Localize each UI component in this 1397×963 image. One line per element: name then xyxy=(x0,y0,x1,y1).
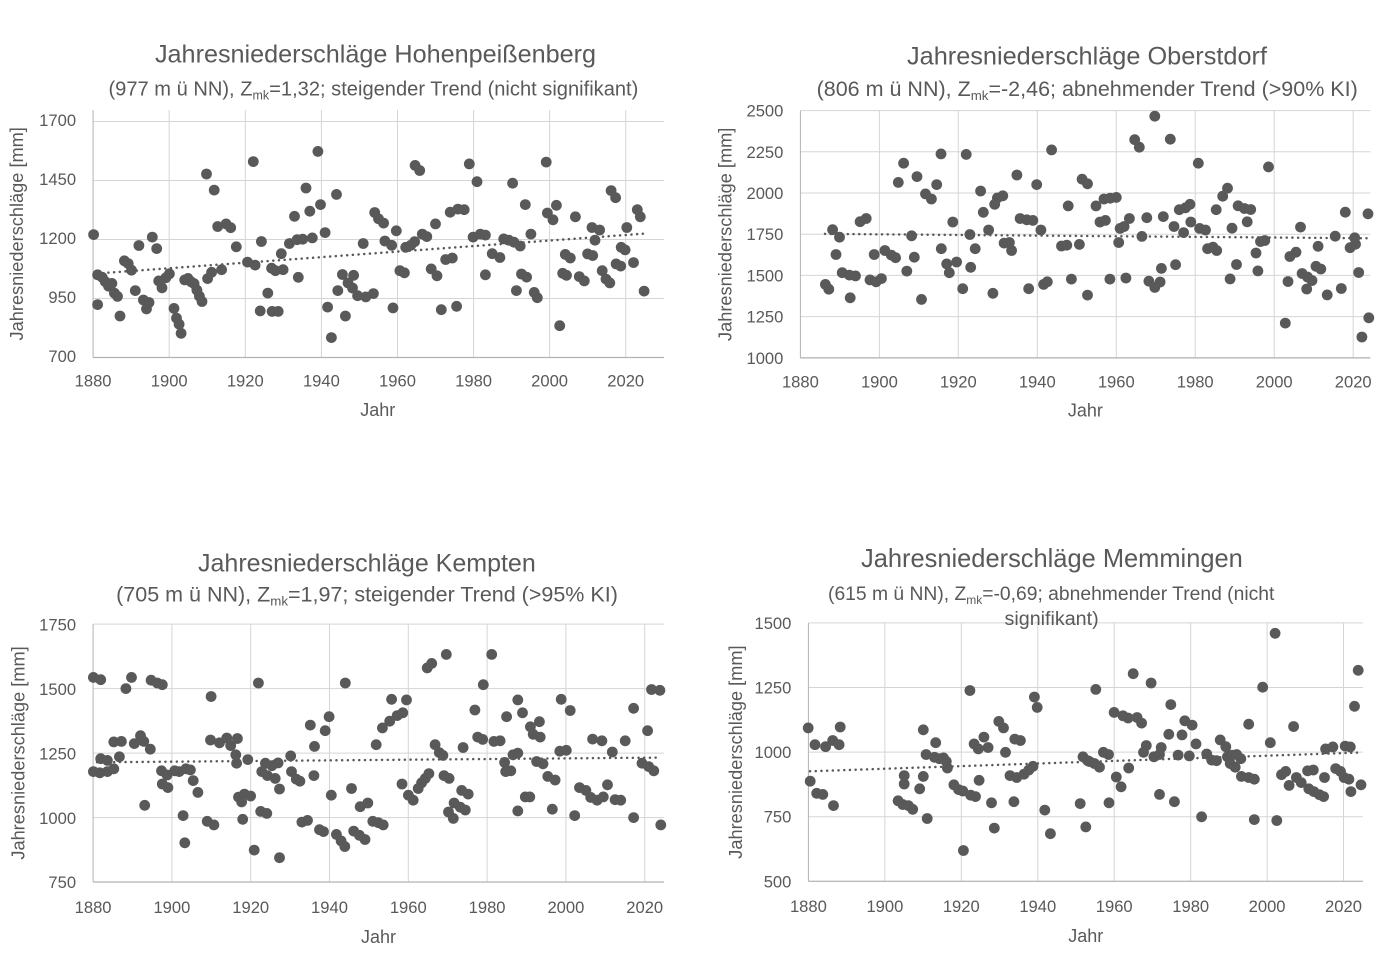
svg-text:2000: 2000 xyxy=(1249,897,1286,916)
svg-text:2250: 2250 xyxy=(746,143,783,162)
svg-text:1000: 1000 xyxy=(746,349,783,368)
svg-text:1920: 1920 xyxy=(943,897,980,916)
svg-text:1940: 1940 xyxy=(311,898,348,917)
svg-text:1900: 1900 xyxy=(153,898,190,917)
svg-text:2020: 2020 xyxy=(607,372,644,391)
svg-text:2000: 2000 xyxy=(1256,372,1293,391)
svg-text:2020: 2020 xyxy=(1325,897,1362,916)
svg-text:1000: 1000 xyxy=(39,809,76,828)
svg-text:signifikant): signifikant) xyxy=(1005,608,1099,630)
svg-text:1940: 1940 xyxy=(303,372,340,391)
svg-text:1980: 1980 xyxy=(1172,897,1209,916)
svg-text:(615 m ü NN), Zmk=-0,69; abneh: (615 m ü NN), Zmk=-0,69; abnehmender Tre… xyxy=(828,584,1275,607)
svg-text:2000: 2000 xyxy=(547,898,584,917)
svg-text:1920: 1920 xyxy=(227,372,264,391)
svg-text:Jahresniederschläge [mm]: Jahresniederschläge [mm] xyxy=(7,127,27,340)
svg-text:1250: 1250 xyxy=(746,308,783,327)
svg-text:1750: 1750 xyxy=(746,225,783,244)
svg-text:2000: 2000 xyxy=(746,184,783,203)
svg-text:Jahr: Jahr xyxy=(1068,401,1103,421)
svg-text:(705 m ü NN), Zmk=1,97; steige: (705 m ü NN), Zmk=1,97; steigender Trend… xyxy=(116,583,618,609)
svg-text:1880: 1880 xyxy=(75,372,112,391)
svg-text:Jahresniederschläge [mm]: Jahresniederschläge [mm] xyxy=(726,645,746,858)
svg-text:1250: 1250 xyxy=(39,744,76,763)
svg-text:700: 700 xyxy=(48,347,76,366)
svg-text:750: 750 xyxy=(48,873,76,892)
svg-text:1960: 1960 xyxy=(1098,372,1135,391)
svg-text:Jahresniederschläge [mm]: Jahresniederschläge [mm] xyxy=(716,128,736,341)
svg-text:Jahresniederschläge Memmingen: Jahresniederschläge Memmingen xyxy=(861,545,1243,573)
svg-text:1500: 1500 xyxy=(746,266,783,285)
svg-text:1960: 1960 xyxy=(1096,897,1133,916)
svg-text:1940: 1940 xyxy=(1019,897,1056,916)
svg-text:(806 m ü NN), Zmk=-2,46; abneh: (806 m ü NN), Zmk=-2,46; abnehmender Tre… xyxy=(817,77,1358,103)
svg-text:(977 m ü NN), Zmk=1,32; steige: (977 m ü NN), Zmk=1,32; steigender Trend… xyxy=(108,78,638,102)
svg-text:1940: 1940 xyxy=(1019,372,1056,391)
svg-text:1880: 1880 xyxy=(75,898,112,917)
svg-text:1880: 1880 xyxy=(790,897,827,916)
svg-text:1450: 1450 xyxy=(39,170,76,189)
svg-text:1880: 1880 xyxy=(782,372,819,391)
svg-text:1200: 1200 xyxy=(39,229,76,248)
svg-text:Jahr: Jahr xyxy=(361,927,396,947)
svg-text:1960: 1960 xyxy=(390,898,427,917)
svg-text:Jahresniederschläge [mm]: Jahresniederschläge [mm] xyxy=(9,646,29,859)
svg-text:1500: 1500 xyxy=(39,680,76,699)
svg-text:Jahresniederschläge Oberstdorf: Jahresniederschläge Oberstdorf xyxy=(907,43,1268,71)
svg-text:1750: 1750 xyxy=(39,615,76,634)
svg-text:1980: 1980 xyxy=(469,898,506,917)
svg-text:1920: 1920 xyxy=(940,372,977,391)
svg-text:1980: 1980 xyxy=(455,372,492,391)
svg-text:1000: 1000 xyxy=(754,743,791,762)
svg-text:750: 750 xyxy=(764,808,792,827)
svg-text:1960: 1960 xyxy=(379,372,416,391)
svg-text:2020: 2020 xyxy=(1335,372,1372,391)
svg-text:2000: 2000 xyxy=(531,372,568,391)
svg-text:1980: 1980 xyxy=(1177,372,1214,391)
svg-text:2020: 2020 xyxy=(626,898,663,917)
svg-text:Jahr: Jahr xyxy=(1068,926,1103,946)
svg-text:2500: 2500 xyxy=(746,102,783,121)
svg-text:1250: 1250 xyxy=(754,679,791,698)
svg-text:1500: 1500 xyxy=(754,614,791,633)
svg-text:1900: 1900 xyxy=(151,372,188,391)
svg-text:Jahresniederschläge Kempten: Jahresniederschläge Kempten xyxy=(198,550,536,578)
svg-text:1900: 1900 xyxy=(866,897,903,916)
svg-text:1700: 1700 xyxy=(39,111,76,130)
svg-text:950: 950 xyxy=(48,288,76,307)
svg-text:500: 500 xyxy=(764,872,792,891)
svg-text:1920: 1920 xyxy=(232,898,269,917)
svg-text:Jahr: Jahr xyxy=(360,400,395,420)
svg-text:Jahresniederschläge Hohenpeiße: Jahresniederschläge Hohenpeißenberg xyxy=(155,40,596,68)
svg-text:1900: 1900 xyxy=(861,372,898,391)
